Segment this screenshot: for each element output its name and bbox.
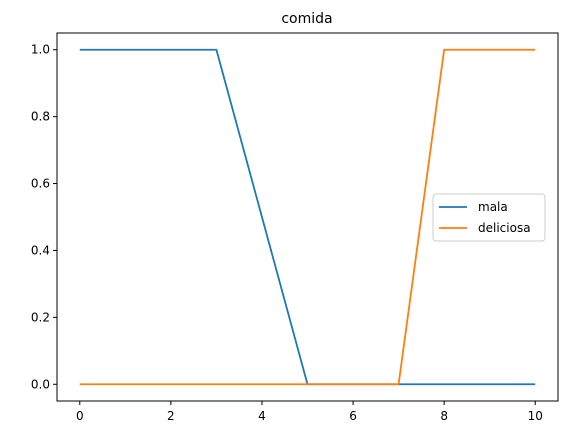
y-tick-label: 0.8 — [31, 110, 50, 124]
legend-label-deliciosa: deliciosa — [478, 221, 531, 235]
legend-label-mala: mala — [478, 200, 508, 214]
legend-box — [432, 193, 546, 242]
x-tick-label: 6 — [349, 409, 357, 423]
series-layer — [79, 48, 536, 386]
x-tick-label: 10 — [528, 409, 543, 423]
chart-title: comida — [281, 11, 332, 27]
plot-frame — [56, 32, 559, 402]
x-tick-label: 0 — [76, 409, 84, 423]
legend: mala deliciosa — [432, 193, 546, 242]
y-tick-label: 0.0 — [31, 377, 50, 391]
x-tick-label: 8 — [440, 409, 448, 423]
y-tick-label: 0.4 — [31, 243, 50, 257]
y-tick-label: 0.2 — [31, 310, 50, 324]
y-tick-label: 1.0 — [31, 43, 50, 57]
y-axis: 0.0 0.2 0.4 0.6 0.8 1.0 — [31, 43, 57, 391]
x-tick-label: 2 — [167, 409, 175, 423]
x-axis: 0 2 4 6 8 10 — [76, 401, 543, 423]
series-line-deliciosa — [79, 48, 536, 386]
x-tick-label: 4 — [258, 409, 266, 423]
y-tick-label: 0.6 — [31, 177, 50, 191]
